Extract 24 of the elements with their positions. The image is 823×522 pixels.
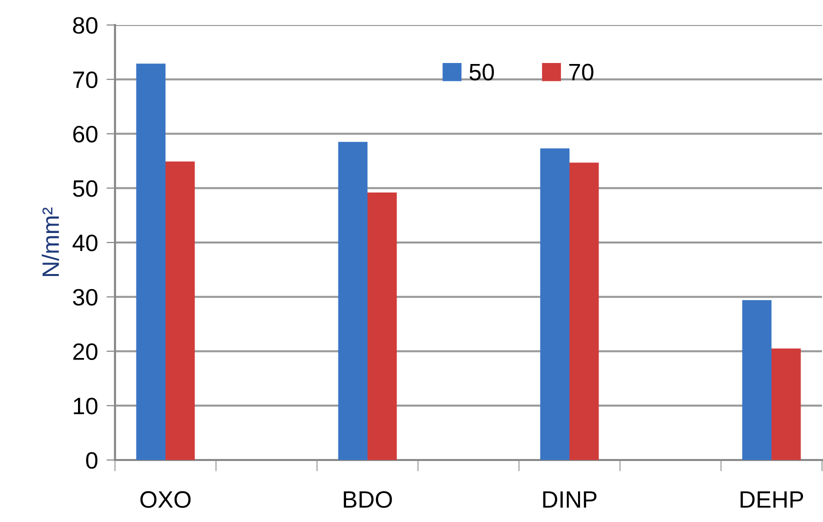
bar xyxy=(368,192,397,460)
legend-label: 70 xyxy=(569,64,594,80)
y-tick-label: 70 xyxy=(73,71,98,88)
y-tick-label: 80 xyxy=(73,17,98,34)
legend-label: 50 xyxy=(470,64,494,80)
x-tick-label: BDO xyxy=(344,491,392,508)
y-axis-title: N/mm² xyxy=(42,208,60,276)
x-tick-label: DINP xyxy=(543,491,596,508)
y-tick-label: 30 xyxy=(72,288,98,306)
bar xyxy=(742,300,772,460)
bar xyxy=(166,161,195,460)
y-tick-label: 50 xyxy=(73,180,98,197)
y-tick-label: 0 xyxy=(86,452,98,469)
bar xyxy=(540,148,570,460)
bar xyxy=(772,348,801,460)
x-tick-label: DEHP xyxy=(740,491,804,508)
y-tick-label: 60 xyxy=(73,126,98,143)
bar xyxy=(570,162,599,460)
y-tick-label: 40 xyxy=(72,234,98,252)
y-tick-label: 20 xyxy=(73,343,98,360)
x-tick-label: OXO xyxy=(140,491,191,508)
bar xyxy=(136,64,166,460)
bar xyxy=(338,142,368,460)
y-tick-label: 10 xyxy=(74,398,98,414)
